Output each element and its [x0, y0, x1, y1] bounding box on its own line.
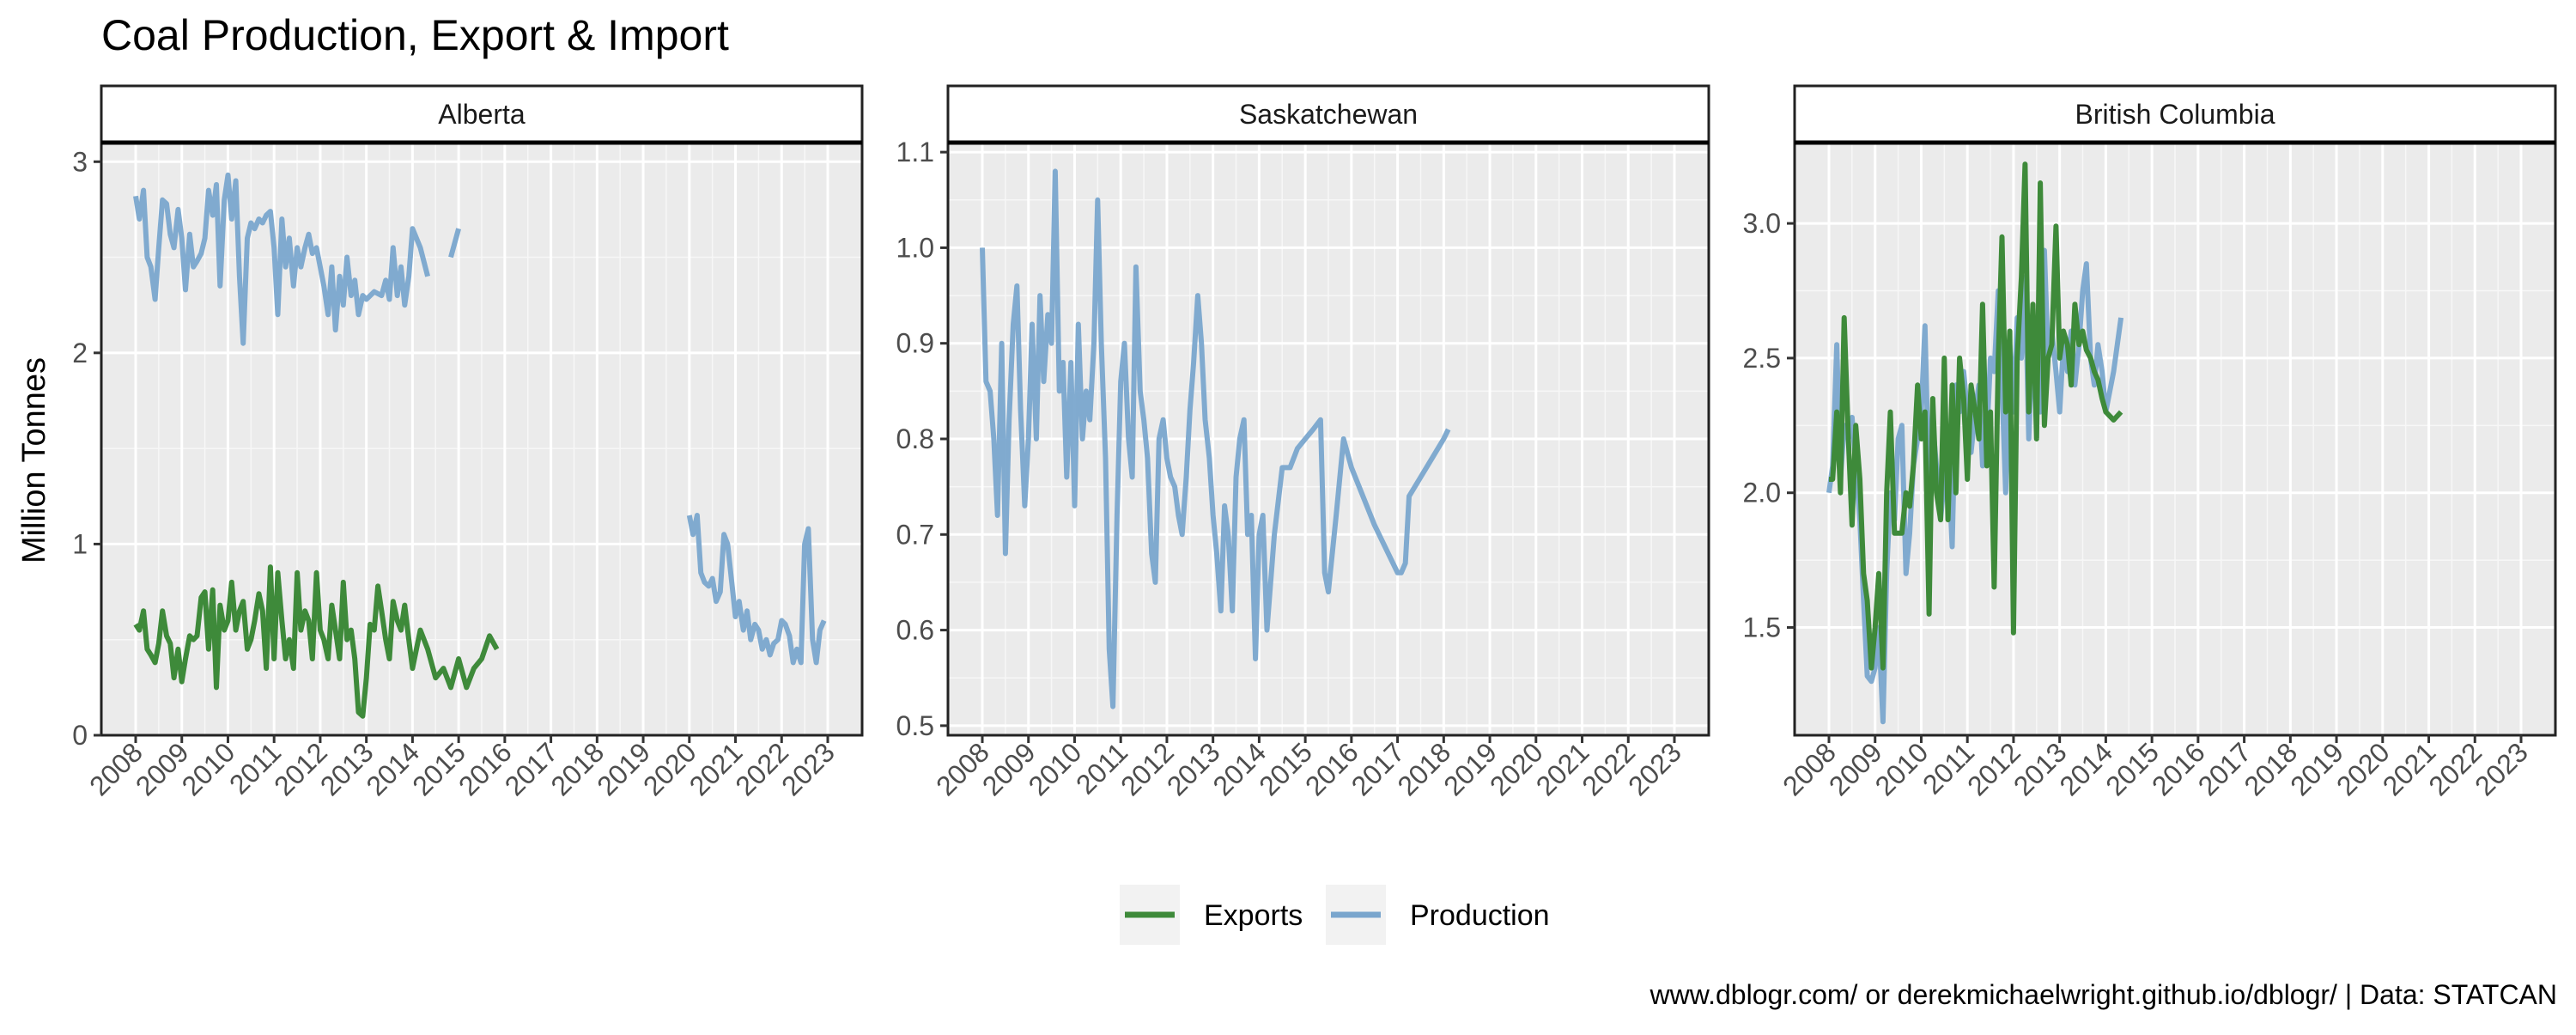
x-tick-label: 2017: [499, 736, 564, 801]
y-tick-label: 1.0: [896, 232, 934, 263]
x-tick-label: 2023: [2469, 736, 2534, 801]
x-tick-label: 2015: [1253, 736, 1318, 801]
x-tick-label: 2023: [775, 736, 841, 801]
x-tick-label: 2019: [591, 736, 656, 801]
x-tick-label: 2009: [1823, 736, 1888, 801]
series-line-production: [133, 172, 431, 346]
x-tick-label: 2010: [176, 736, 241, 801]
x-tick-label: 2014: [361, 736, 426, 801]
y-tick-label: 0: [72, 720, 88, 751]
panel-alberta: Alberta012320082009201020112012201320142…: [72, 84, 864, 801]
x-tick-label: 2008: [83, 736, 149, 801]
x-tick-label: 2011: [1917, 736, 1980, 800]
series-exports-british-columbia: [1829, 161, 2123, 671]
legend: Exports Production: [1120, 885, 1550, 945]
x-tick-label: 2016: [453, 736, 518, 801]
y-tick-label: 0.9: [896, 328, 934, 359]
y-tick-label: 3.0: [1743, 208, 1781, 239]
legend-label: Production: [1410, 899, 1550, 932]
y-tick-label: 0.8: [896, 423, 934, 454]
x-tick-label: 2021: [2377, 736, 2442, 801]
x-tick-label: 2009: [130, 736, 195, 801]
x-tick-label: 2019: [1437, 736, 1503, 801]
y-tick-label: 3: [72, 146, 88, 177]
series-line-production: [1826, 247, 2124, 725]
series-production-saskatchewan: [980, 168, 1451, 709]
x-tick-label: 2020: [637, 736, 702, 801]
x-tick-label: 2008: [930, 736, 995, 801]
series-line-production: [448, 228, 461, 259]
y-tick-label: 1: [72, 528, 88, 559]
y-tick-label: 0.7: [896, 519, 934, 550]
legend-item-exports: Exports: [1120, 885, 1303, 945]
x-tick-label: 2010: [1023, 736, 1088, 801]
x-tick-label: 2013: [314, 736, 380, 801]
panel-british-columbia: British Columbia 1.5 2.0 2.5 3.0 200820092010…: [1743, 84, 2557, 801]
y-tick-label: 1.1: [896, 137, 934, 167]
caption: www.dblogr.com/ or derekmichaelwright.gi…: [1649, 979, 2557, 1010]
series-line-production: [980, 168, 1451, 709]
x-tick-label: 2015: [406, 736, 471, 801]
panels: Alberta012320082009201020112012201320142…: [72, 84, 2557, 801]
y-tick-label: 1.5: [1743, 612, 1781, 643]
x-tick-label: 2018: [1391, 736, 1456, 801]
x-tick-label: 2013: [1161, 736, 1226, 801]
x-tick-label: 2018: [2238, 736, 2303, 801]
panel-saskatchewan: Saskatchewan 0.5 0.6 0.7 0.8 0.9 1.0 1.1 2008200…: [896, 84, 1710, 801]
x-tick-label: 2019: [2284, 736, 2349, 801]
series-line-exports: [133, 564, 500, 719]
x-tick-label: 2016: [2146, 736, 2211, 801]
strip-background: [1793, 84, 2557, 144]
x-tick-label: 2015: [2099, 736, 2165, 801]
y-tick-label: 2.0: [1743, 478, 1781, 508]
series-production-british-columbia: [1826, 247, 2124, 725]
x-tick-label: 2012: [1961, 736, 2026, 801]
x-tick-label: 2014: [2054, 736, 2119, 801]
y-tick-label: 2: [72, 338, 88, 368]
x-tick-label: 2023: [1622, 736, 1687, 801]
x-tick-label: 2020: [1484, 736, 1549, 801]
y-tick-label: 2.5: [1743, 343, 1781, 374]
chart-title: Coal Production, Export & Import: [101, 11, 729, 59]
legend-item-production: Production: [1326, 885, 1550, 945]
x-tick-label: 2018: [544, 736, 610, 801]
x-tick-label: 2017: [2192, 736, 2257, 801]
strip-label: Saskatchewan: [1239, 99, 1418, 130]
x-tick-label: 2022: [2422, 736, 2488, 801]
x-tick-label: 2021: [683, 736, 749, 801]
series-line-exports: [1829, 161, 2123, 671]
x-tick-label: 2009: [976, 736, 1042, 801]
x-tick-label: 2008: [1777, 736, 1842, 801]
y-tick-label: 0.5: [896, 710, 934, 741]
series-line-production: [686, 513, 827, 666]
legend-label: Exports: [1204, 899, 1303, 932]
x-tick-label: 2016: [1299, 736, 1364, 801]
series-exports-alberta: [133, 564, 500, 719]
strip-label: Alberta: [438, 99, 526, 130]
series-production-alberta: [133, 172, 827, 666]
strip-background: [946, 84, 1710, 144]
y-tick-label: 0.6: [896, 615, 934, 646]
x-tick-label: 2010: [1869, 736, 1935, 801]
x-tick-label: 2014: [1207, 736, 1273, 801]
x-tick-label: 2013: [2008, 736, 2073, 801]
x-tick-label: 2020: [2330, 736, 2396, 801]
strip-label: British Columbia: [2075, 99, 2275, 130]
y-axis-label: Million Tonnes: [16, 357, 52, 563]
x-tick-label: 2022: [729, 736, 794, 801]
x-tick-label: 2017: [1346, 736, 1411, 801]
x-tick-label: 2012: [268, 736, 333, 801]
x-tick-label: 2021: [1530, 736, 1595, 801]
x-tick-label: 2011: [1070, 736, 1133, 800]
x-tick-label: 2022: [1576, 736, 1641, 801]
x-tick-label: 2012: [1115, 736, 1180, 801]
x-tick-label: 2011: [223, 736, 287, 800]
